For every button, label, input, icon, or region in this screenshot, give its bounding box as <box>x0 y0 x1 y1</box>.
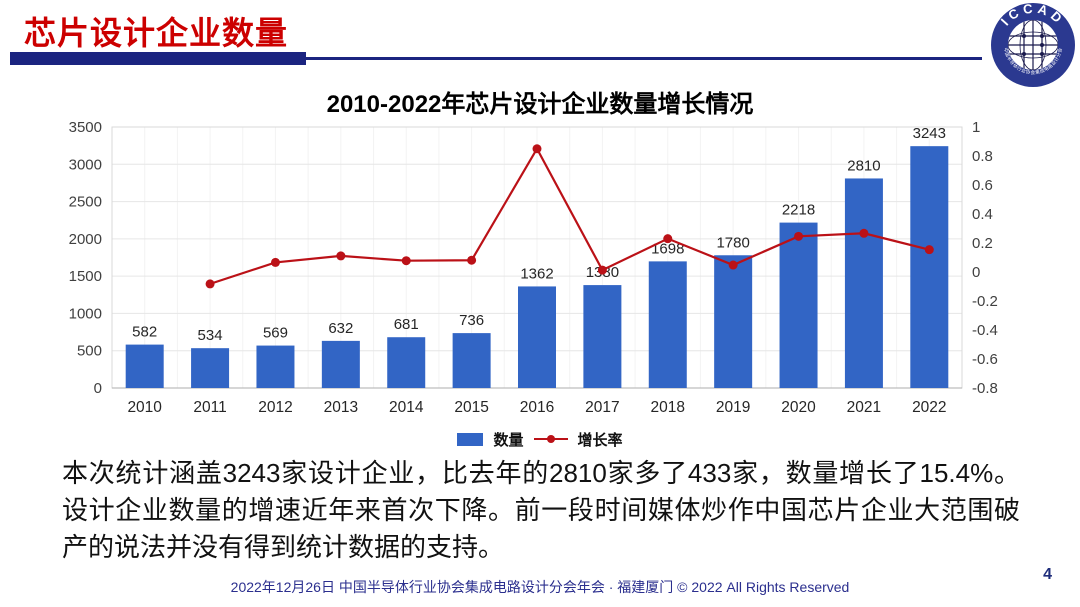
bar-value-label: 736 <box>459 312 484 329</box>
title-underline-bar <box>10 52 306 65</box>
growth-point <box>794 231 804 241</box>
year-label: 2010 <box>127 399 162 416</box>
right-axis-tick-label: -0.2 <box>972 293 998 310</box>
year-label: 2016 <box>520 399 554 416</box>
left-axis-tick-label: 2500 <box>69 194 102 211</box>
left-axis-tick-label: 3500 <box>69 119 102 136</box>
iccad-logo-icon: ICCAD 中国半导体行业协会集成电路设计分会 <box>991 2 1075 87</box>
right-axis-tick-label: 0.6 <box>972 177 993 194</box>
legend-line-marker <box>533 434 568 444</box>
page-number: 4 <box>1043 566 1052 583</box>
bar-2014 <box>387 337 426 388</box>
bar-2013 <box>321 340 360 388</box>
left-axis-tick-label: 0 <box>94 380 102 397</box>
growth-line <box>209 146 930 285</box>
bar-2015 <box>452 333 491 388</box>
year-label: 2019 <box>716 399 750 416</box>
growth-point <box>663 234 673 244</box>
year-label: 2014 <box>389 399 424 416</box>
bar-value-label: 632 <box>328 320 353 337</box>
right-axis-tick-label: -0.6 <box>972 351 998 368</box>
left-axis-tick-label: 500 <box>77 343 102 360</box>
growth-point <box>336 251 346 261</box>
bar-value-label: 1362 <box>520 265 553 282</box>
bar-value-label: 2810 <box>847 157 880 174</box>
bar-value-label: 582 <box>132 324 157 341</box>
year-label: 2011 <box>193 399 226 416</box>
right-axis-tick-label: 0 <box>972 264 980 281</box>
year-label: 2012 <box>258 399 292 416</box>
right-axis-tick-label: 1 <box>972 119 980 136</box>
year-label: 2020 <box>781 399 816 416</box>
bar-value-label: 1698 <box>651 240 684 257</box>
chart-legend: 数量 增长率 <box>0 428 1080 450</box>
bar-2020 <box>779 222 818 388</box>
right-axis-tick-label: -0.8 <box>972 380 998 397</box>
bar-value-label: 534 <box>198 327 223 344</box>
bar-2022 <box>910 146 949 388</box>
bar-2017 <box>583 285 622 388</box>
growth-point <box>467 255 477 265</box>
left-axis-tick-label: 2000 <box>69 231 102 248</box>
summary-paragraph: 本次统计涵盖3243家设计企业，比去年的2810家多了433家，数量增长了15.… <box>62 458 1020 562</box>
growth-point <box>597 265 607 275</box>
year-label: 2017 <box>585 399 619 416</box>
growth-point <box>859 228 869 238</box>
bar-value-label: 681 <box>394 316 419 333</box>
legend-label-quantity: 数量 <box>493 431 524 449</box>
bar-2011 <box>191 348 230 388</box>
growth-point <box>532 144 542 154</box>
legend-bar-swatch <box>457 432 484 446</box>
bar-2010 <box>125 344 164 388</box>
right-axis-tick-label: 0.4 <box>972 206 993 223</box>
growth-point <box>728 260 738 270</box>
year-label: 2022 <box>912 399 946 416</box>
bar-value-label: 3243 <box>913 125 946 142</box>
year-label: 2015 <box>454 399 488 416</box>
bar-value-label: 2218 <box>782 202 815 219</box>
right-axis-tick-label: 0.2 <box>972 235 993 252</box>
bar-value-label: 569 <box>263 325 288 342</box>
year-label: 2018 <box>651 399 685 416</box>
growth-point <box>924 245 934 255</box>
left-axis-tick-label: 1000 <box>69 305 102 322</box>
year-label: 2021 <box>847 399 881 416</box>
bar-2019 <box>714 255 753 388</box>
title-underline-line <box>306 57 982 60</box>
page-title: 芯片设计企业数量 <box>24 15 289 51</box>
right-axis-tick-label: 0.8 <box>972 148 993 165</box>
bar-value-label: 1780 <box>716 234 749 251</box>
growth-point <box>401 256 411 266</box>
growth-point <box>205 279 215 289</box>
growth-point <box>270 257 280 267</box>
left-axis-tick-label: 3000 <box>69 156 102 173</box>
right-axis-tick-label: -0.4 <box>972 322 998 339</box>
left-axis-tick-label: 1500 <box>69 268 102 285</box>
growth-chart: 0 500 1000 1500 2000 2500 3000 3500 1 0.8 0.6 0.4 0.… <box>69 119 998 416</box>
footer-credit: 2022年12月26日 中国半导体行业协会集成电路设计分会年会 · 福建厦门 ©… <box>230 579 850 595</box>
year-label: 2013 <box>324 399 358 416</box>
chart-area: 0 500 1000 1500 2000 2500 3000 3500 1 0.8 0.6 0.4 0.… <box>0 112 1080 422</box>
legend-label-growth-rate: 增长率 <box>577 431 623 449</box>
bar-2016 <box>518 286 556 388</box>
bar-2018 <box>648 261 687 388</box>
chart-title: 2010-2022年芯片设计企业数量增长情况 <box>326 91 754 118</box>
bar-2021 <box>844 178 883 388</box>
bar-2012 <box>256 345 295 388</box>
